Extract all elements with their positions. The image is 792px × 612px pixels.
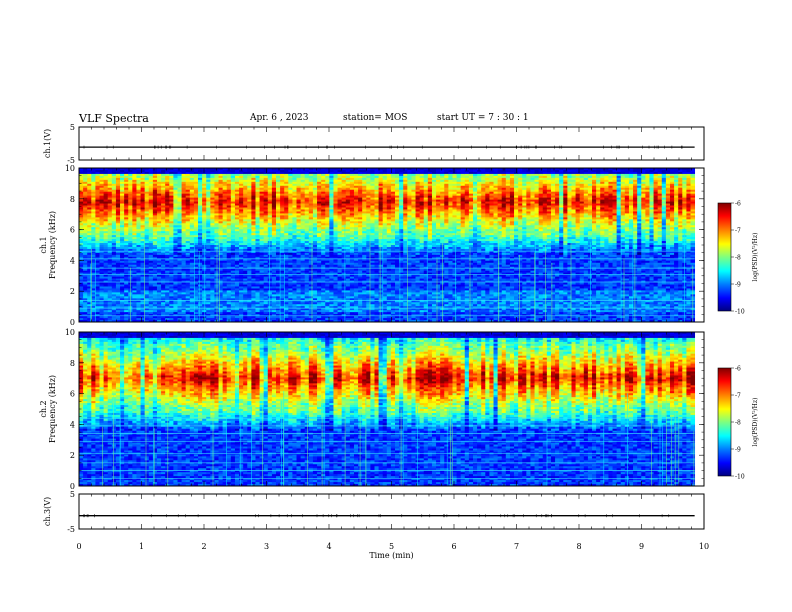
colorbar-ch2: [717, 367, 732, 477]
y-axis-label: ch.1: [39, 236, 48, 253]
chart-title: VLF Spectra: [79, 112, 149, 125]
colorbar-tick-label: -6: [735, 366, 741, 373]
y-axis-label: ch.1(V): [43, 129, 52, 158]
y-tick-label: -5: [67, 156, 75, 165]
date-label: Apr. 6 , 2023: [250, 113, 309, 123]
y-tick-label: 5: [70, 123, 75, 132]
x-tick-label: 7: [514, 542, 519, 551]
y-axis-label: ch.3(V): [43, 497, 52, 526]
colorbar-ch1: [717, 202, 732, 312]
y-tick-label: 6: [70, 226, 75, 235]
x-axis-label: Time (min): [369, 551, 413, 560]
x-tick-label: 5: [389, 542, 394, 551]
colorbar-label: log(PSD)(V²/Hz): [752, 233, 759, 282]
y-tick-label: 0: [70, 318, 75, 327]
colorbar-label: log(PSD)(V²/Hz): [752, 398, 759, 447]
colorbar-tick-label: -9: [735, 282, 741, 289]
y-tick-label: 5: [70, 490, 75, 499]
y-tick-label: 10: [65, 328, 75, 337]
colorbar-tick-label: -8: [735, 420, 741, 427]
x-tick-label: 9: [639, 542, 644, 551]
x-tick-label: 10: [699, 542, 709, 551]
y-axis-label: ch.2: [39, 400, 48, 417]
y-tick-label: 2: [70, 287, 75, 296]
y-tick-label: 8: [70, 359, 75, 368]
start-time-label: start UT = 7 : 30 : 1: [437, 113, 529, 123]
colorbar-tick-label: -10: [735, 309, 745, 316]
spectrogram-image-ch2: [79, 332, 696, 487]
station-label: station= MOS: [343, 113, 407, 123]
colorbar-tick-label: -8: [735, 255, 741, 262]
x-tick-label: 6: [451, 542, 456, 551]
y-axis-label: Frequency (kHz): [48, 211, 57, 279]
y-tick-label: 6: [70, 390, 75, 399]
x-tick-label: 3: [264, 542, 269, 551]
x-tick-label: 4: [326, 542, 331, 551]
colorbar-tick-label: -10: [735, 474, 745, 481]
panel-frame: [78, 493, 705, 530]
y-axis-label: Frequency (kHz): [48, 375, 57, 443]
y-tick-label: -5: [67, 525, 75, 534]
colorbar-tick-label: -9: [735, 447, 741, 454]
x-tick-label: 0: [76, 542, 81, 551]
colorbar-tick-label: -6: [735, 201, 741, 208]
spectrogram-image-ch1: [79, 168, 696, 323]
x-tick-label: 8: [576, 542, 581, 551]
y-tick-label: 10: [65, 164, 75, 173]
y-tick-label: 0: [70, 482, 75, 491]
x-tick-label: 2: [201, 542, 206, 551]
y-tick-label: 4: [70, 256, 75, 265]
y-tick-label: 8: [70, 195, 75, 204]
colorbar-tick-label: -7: [735, 228, 741, 235]
y-tick-label: 2: [70, 451, 75, 460]
colorbar-tick-label: -7: [735, 393, 741, 400]
y-tick-label: 4: [70, 420, 75, 429]
x-tick-label: 1: [139, 542, 144, 551]
